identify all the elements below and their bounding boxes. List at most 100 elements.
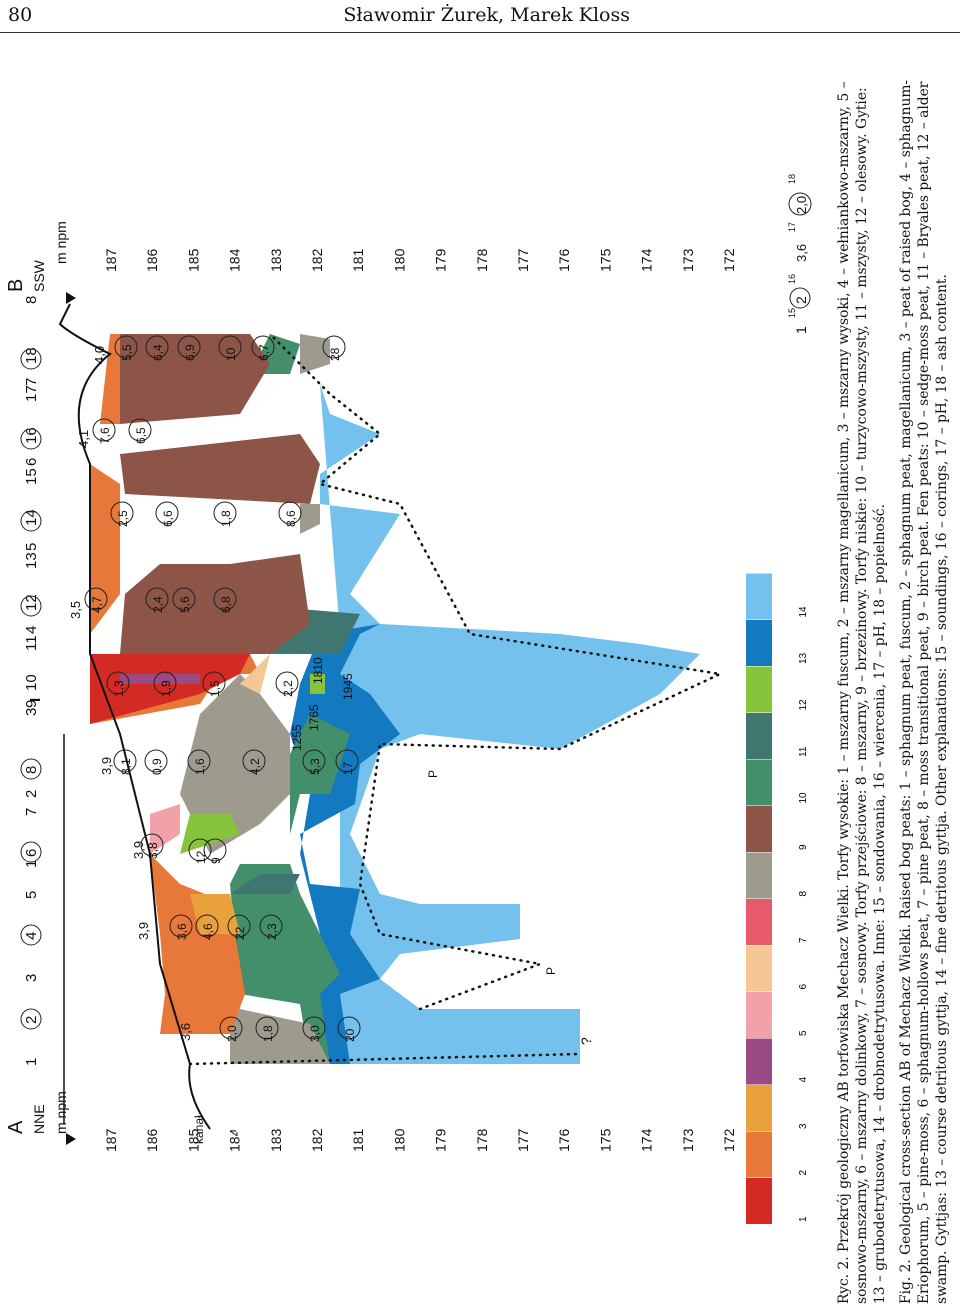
legend-18: 18	[787, 174, 797, 184]
circled-value-ring-4	[169, 914, 193, 938]
station-label-11: 11	[23, 635, 40, 651]
station-circle-14	[20, 510, 42, 532]
legend-swatch-10	[746, 759, 772, 806]
circled-value-32: 6,4	[151, 344, 165, 361]
layer-pine-moss-5	[240, 654, 270, 694]
legend-17: 17	[787, 222, 797, 232]
legend-swatch-7	[746, 899, 772, 945]
section-marker: I	[27, 698, 44, 702]
circled-value-27: 1,8	[219, 510, 233, 527]
station-label-4: 4	[23, 932, 40, 940]
circled-value-ring-17	[106, 671, 130, 695]
circled-value-ring-8	[140, 833, 164, 857]
layer-transitional-8c	[300, 504, 320, 534]
station-8: 8	[23, 296, 40, 304]
station-5: 5	[23, 543, 40, 551]
circled-value-ring-1	[255, 1016, 279, 1040]
legend-swatch-6	[746, 945, 772, 992]
circled-value-26: 6,6	[161, 510, 175, 527]
circled-value-35: 6,7	[257, 344, 271, 361]
station-label-9: 9	[23, 700, 40, 708]
layer-magellanicum-2d	[100, 334, 120, 424]
legend-swatch-12	[746, 666, 772, 713]
legend-swatch-3	[746, 1085, 772, 1131]
circled-value-ring-24	[213, 587, 237, 611]
legend-number-12: 12	[798, 699, 809, 711]
ash-value-3: 3,9	[99, 757, 114, 775]
point-b-label: B	[5, 279, 27, 292]
layer-magellanicum-2c	[90, 464, 120, 634]
station-label-2: 2	[23, 1016, 40, 1024]
circled-value-ring-13	[187, 749, 211, 773]
circled-value-31: 5,5	[120, 344, 134, 361]
layer-magellanicum-2	[150, 854, 245, 1034]
elevation-right-181: 181	[350, 248, 366, 272]
station-4: 4	[23, 626, 40, 634]
axis-unit-right: m npm	[53, 221, 69, 264]
legend-swatch-11	[746, 713, 772, 759]
circled-value-13: 1,6	[193, 758, 207, 775]
layer-fine-gyttja-14	[320, 384, 700, 1064]
circled-value-ring-21	[84, 587, 108, 611]
layer-bryales-11	[230, 874, 300, 894]
circled-value-22: 2,4	[151, 596, 165, 613]
question-mark: ?	[578, 1037, 594, 1045]
circled-value-ring-3	[337, 1016, 361, 1040]
circled-value-ring-36	[322, 335, 346, 359]
circled-value-10: 9	[209, 857, 223, 864]
elevation-left-181: 181	[350, 1128, 366, 1152]
station-numbers: 1 2 3 4 5 6 7 8	[23, 296, 40, 868]
elevation-right-186: 186	[144, 248, 160, 272]
legend-16: 16	[787, 274, 797, 284]
circled-value-ring-27	[213, 501, 237, 525]
circled-value-ring-33	[177, 335, 201, 359]
base-dotted-line	[188, 332, 725, 1066]
legend-number-13: 13	[798, 652, 809, 664]
page-number: 80	[8, 4, 33, 26]
circled-value-ring-9	[188, 838, 212, 862]
elevation-right-178: 178	[474, 248, 490, 272]
date-1945: 1945	[341, 673, 355, 700]
station-label-12: 12	[23, 594, 40, 611]
axis-arrow-right	[66, 292, 76, 304]
station-label-1: 1	[23, 1058, 40, 1066]
circled-value-23: 5,6	[178, 596, 192, 613]
circled-value-ring-0	[219, 1016, 243, 1040]
elevation-right-182: 182	[309, 248, 325, 272]
canal-label: kanał	[192, 1115, 206, 1144]
circled-value-ring-34	[218, 335, 242, 359]
circled-value-ring-12	[144, 749, 168, 773]
legend-number-10: 10	[798, 792, 809, 804]
circled-value-4: 3,6	[175, 923, 189, 940]
caption-pl-line-1: Ryc. 2. Przekrój geologiczny AB torfowis…	[836, 81, 852, 1304]
circled-value-18: 1,9	[159, 680, 173, 697]
circled-value-24: 6,8	[219, 596, 233, 613]
legend-ph: 3,6	[794, 244, 809, 262]
elevation-left-177: 177	[515, 1128, 531, 1152]
legend-number-14: 14	[798, 606, 809, 618]
running-head: Sławomir Żurek, Marek Kloss	[343, 4, 630, 26]
station-label-6: 6	[23, 849, 40, 857]
elevation-right-183: 183	[268, 248, 284, 272]
layer-fuscum-1	[90, 654, 250, 724]
circled-value-5: 4,6	[201, 923, 215, 940]
elevation-left-175: 175	[597, 1128, 613, 1152]
date-1765: 1765	[307, 704, 321, 731]
elevation-right-184: 184	[227, 248, 243, 272]
circled-value-19: 1,5	[208, 680, 222, 697]
elevation-left-182: 182	[309, 1128, 325, 1152]
legend-number-11: 11	[798, 746, 809, 757]
layer-birch-9b	[120, 434, 320, 504]
legend-swatch-2	[746, 1131, 772, 1178]
station-7: 7	[23, 378, 40, 386]
circled-value-ring-30	[128, 418, 152, 442]
circled-value-ring-31	[114, 335, 138, 359]
legend-number-2: 2	[798, 1170, 809, 1176]
circled-value-ring-19	[202, 671, 226, 695]
legend-swatch-14	[746, 573, 772, 620]
station-circle-16	[20, 428, 42, 450]
date-1810: 1810	[311, 657, 325, 684]
elevation-right-179: 179	[433, 248, 449, 272]
page-header: 80 Sławomir Żurek, Marek Kloss	[0, 0, 960, 34]
